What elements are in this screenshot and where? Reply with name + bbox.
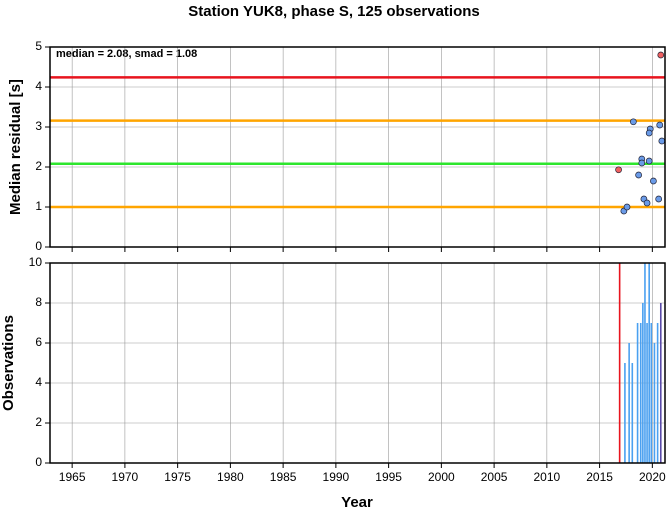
y-tick-label: 2: [35, 415, 42, 429]
bar: [644, 263, 646, 463]
y-axis-label: Observations: [0, 315, 17, 411]
bar: [648, 263, 650, 463]
y-tick-label: 6: [35, 335, 42, 349]
bar: [656, 323, 659, 463]
plot-frame: [49, 46, 666, 248]
bar: [624, 363, 626, 463]
x-tick-label: 1965: [59, 470, 86, 484]
y-tick-label: 4: [35, 375, 42, 389]
point: [658, 137, 666, 145]
point: [650, 177, 657, 185]
x-tick-label: 1990: [323, 470, 350, 484]
x-tick-label: 2005: [481, 470, 508, 484]
x-tick-label: 1975: [164, 470, 191, 484]
y-tick-label: 2: [35, 159, 42, 173]
x-tick-label: 2000: [428, 470, 455, 484]
x-tick-label: 1980: [217, 470, 244, 484]
bar: [639, 323, 642, 463]
bar: [631, 363, 634, 463]
point: [645, 157, 653, 165]
point: [638, 159, 646, 167]
bar: [618, 263, 621, 463]
y-tick-label: 4: [35, 79, 42, 93]
x-tick-label: 1970: [112, 470, 139, 484]
x-tick-label: 2010: [534, 470, 561, 484]
x-tick-label: 1985: [270, 470, 297, 484]
annotation: median = 2.08, smad = 1.08: [56, 48, 197, 60]
bar: [642, 303, 644, 463]
bar: [646, 323, 648, 463]
bar: [628, 343, 630, 463]
bar: [650, 323, 653, 463]
point: [635, 171, 642, 179]
chart-title: Station YUK8, phase S, 125 observations: [188, 3, 480, 20]
point: [615, 166, 622, 174]
y-tick-label: 0: [35, 239, 42, 253]
x-axis-label: Year: [341, 494, 373, 511]
x-tick-label: 2020: [639, 470, 666, 484]
point: [655, 195, 663, 203]
point: [657, 51, 665, 59]
y-axis-label: Median residual [s]: [7, 79, 24, 215]
y-tick-label: 5: [35, 39, 42, 53]
y-tick-label: 8: [35, 295, 42, 309]
point: [656, 121, 664, 129]
point: [645, 129, 653, 137]
x-tick-label: 1995: [375, 470, 402, 484]
point: [623, 203, 631, 211]
bar: [653, 343, 656, 463]
y-tick-label: 10: [29, 255, 43, 269]
point: [643, 199, 651, 207]
bar: [659, 303, 662, 463]
bar: [636, 323, 639, 463]
y-tick-label: 1: [35, 199, 42, 213]
y-tick-label: 0: [35, 455, 42, 469]
y-tick-label: 3: [35, 119, 42, 133]
point: [630, 118, 637, 126]
plot-frame: [49, 262, 666, 464]
x-tick-label: 2015: [586, 470, 613, 484]
